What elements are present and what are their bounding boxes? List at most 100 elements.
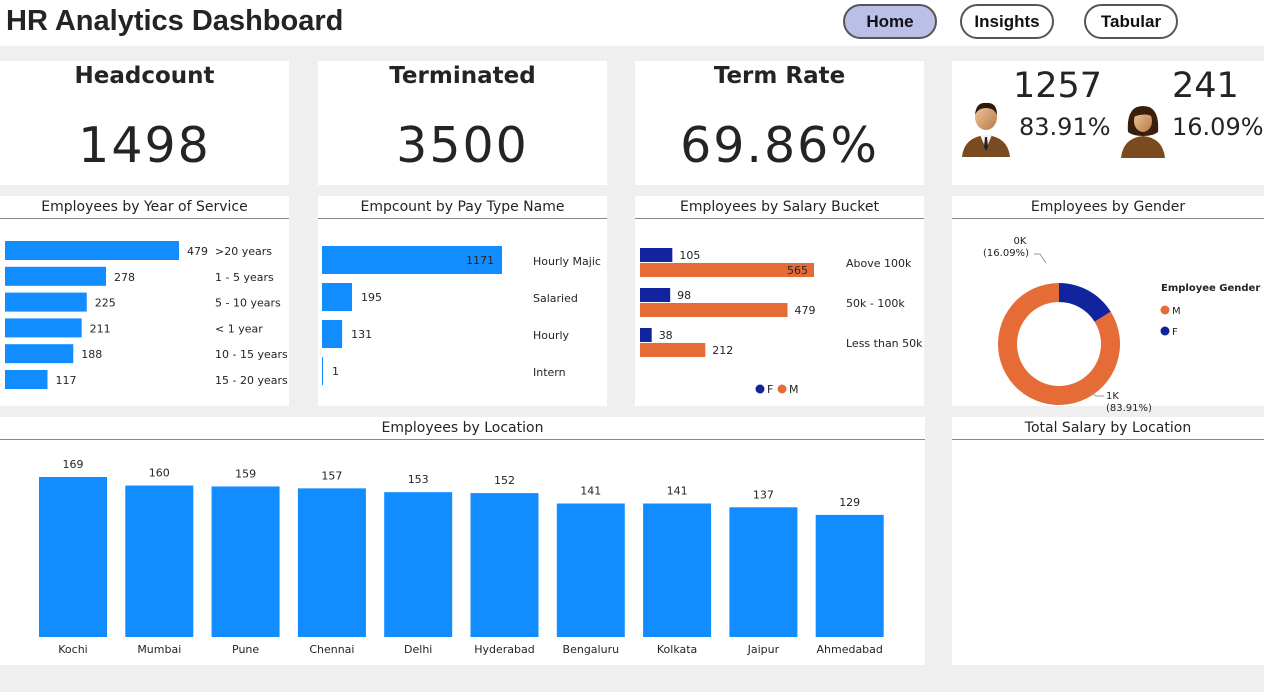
data-label: 137 <box>753 488 774 501</box>
male-percent: 83.91% <box>1019 113 1111 141</box>
category-label: Hourly Majic <box>533 255 601 268</box>
bar-5-10-years <box>5 292 87 312</box>
bar-m-less-than-50k <box>640 343 706 357</box>
bar-hourly <box>322 320 343 348</box>
salary-bucket-chart: 105 565 Above 100k 98 479 50k - 100k 38 212 Less… <box>640 248 923 396</box>
category-label: Kochi <box>58 643 87 656</box>
category-label: Intern <box>533 366 566 379</box>
bar-f-50k-100k <box>640 288 671 302</box>
bar-m-50k-100k <box>640 303 788 317</box>
slice-percent-label-m: (83.91%) <box>1106 403 1152 414</box>
category-label: Above 100k <box>846 257 912 270</box>
bar-20-years <box>5 241 179 260</box>
location-chart: 169 Kochi 160 Mumbai 159 Pune 157 Chennai 153 Del… <box>39 458 884 656</box>
data-label: 160 <box>149 467 170 480</box>
year-of-service-card: Employees by Year of Service 479 >20 year… <box>0 196 289 406</box>
bar-hourly-majic <box>322 246 502 274</box>
category-label: 15 - 20 years <box>215 374 288 387</box>
data-label: 1 <box>332 365 339 378</box>
gender-donut-card: Employees by Gender 0K (16.09%) 1K (83.91%)… <box>952 196 1264 414</box>
data-label: 479 <box>187 245 208 258</box>
bar-1-5-years <box>5 266 106 286</box>
category-label: Bengaluru <box>563 643 620 656</box>
data-label: 159 <box>235 467 256 480</box>
category-label: 5 - 10 years <box>215 297 281 310</box>
category-label: Kolkata <box>657 643 697 656</box>
category-label: Ahmedabad <box>816 643 882 656</box>
salary-bucket-card: Employees by Salary Bucket 105 565 Above 1… <box>635 196 924 406</box>
data-label: 479 <box>795 304 816 317</box>
bar-mumbai <box>125 485 194 637</box>
data-label: 38 <box>659 329 673 342</box>
terminated-label: Terminated <box>389 63 536 89</box>
pay-type-title: Empcount by Pay Type Name <box>318 196 607 219</box>
insights-button[interactable]: Insights <box>960 4 1054 39</box>
bar-15-20-years <box>5 370 48 389</box>
data-label: 278 <box>114 271 135 284</box>
pay-type-chart: 1171 Hourly Majic 195 Salaried 131 Hourly 1 Int… <box>322 246 601 385</box>
data-label: 195 <box>361 291 382 304</box>
category-label: 10 - 15 years <box>215 348 288 361</box>
slice-value-label-m: 1K <box>1106 391 1119 402</box>
legend-title: Employee Gender <box>1161 283 1260 294</box>
bar-kochi <box>39 477 107 637</box>
bar-delhi <box>384 492 453 637</box>
category-label: Hourly <box>533 329 570 342</box>
data-label: 153 <box>408 473 429 486</box>
data-label: 131 <box>351 328 372 341</box>
category-label: Jaipur <box>747 643 780 656</box>
bar-m-above-100k <box>640 263 814 277</box>
category-label: Less than 50k <box>846 337 923 350</box>
tabular-button[interactable]: Tabular <box>1084 4 1178 39</box>
female-user-icon <box>1121 106 1165 158</box>
category-label: Hyderabad <box>474 643 535 656</box>
data-label: 211 <box>90 322 111 335</box>
legend-label: M <box>789 383 799 396</box>
data-label: 225 <box>95 297 116 310</box>
legend-marker-m <box>777 384 787 394</box>
legend-label: M <box>1172 306 1181 317</box>
data-label: 212 <box>712 344 733 357</box>
data-label: 152 <box>494 474 515 487</box>
male-count: 1257 <box>1013 66 1103 106</box>
data-label: 157 <box>321 469 342 482</box>
year-of-service-chart: 479 >20 years 278 1 - 5 years 225 5 - 10 year… <box>5 241 288 389</box>
home-button[interactable]: Home <box>843 4 937 39</box>
headcount-label: Headcount <box>74 63 215 89</box>
page-title: HR Analytics Dashboard <box>6 5 344 37</box>
bar-kolkata <box>643 503 712 637</box>
data-label: 105 <box>679 249 700 262</box>
male-user-icon <box>962 102 1010 157</box>
slice-value-label-f: 0K <box>1014 236 1027 247</box>
bar-hyderabad <box>470 493 539 637</box>
bar-ahmedabad <box>815 514 884 637</box>
terminated-card: Terminated 3500 <box>318 61 607 185</box>
gender-donut-chart: 0K(16.09%) 1K(83.91%) Employee Gender MF <box>983 236 1260 414</box>
data-label: 141 <box>580 485 601 498</box>
salary-bucket-title: Employees by Salary Bucket <box>635 196 924 219</box>
category-label: Pune <box>232 643 259 656</box>
term-rate-label: Term Rate <box>713 63 846 89</box>
category-label: < 1 year <box>215 322 263 335</box>
total-salary-title: Total Salary by Location <box>952 417 1264 440</box>
leader-line-f <box>1034 253 1047 264</box>
donut-slice-f <box>1059 283 1111 322</box>
data-label: 169 <box>63 458 84 471</box>
female-count: 241 <box>1172 66 1239 106</box>
bar-pune <box>211 486 280 637</box>
terminated-value: 3500 <box>396 117 529 174</box>
donut-slice-m <box>997 283 1120 405</box>
data-label: 1171 <box>466 254 494 267</box>
legend-label: F <box>1172 327 1178 338</box>
headcount-value: 1498 <box>78 117 211 174</box>
category-label: Chennai <box>309 643 354 656</box>
headcount-card: Headcount 1498 <box>0 61 289 185</box>
term-rate-card: Term Rate 69.86% <box>635 61 924 185</box>
gender-summary-card: 1257 83.91% 241 16.09% <box>952 61 1264 185</box>
bar-10-15-years <box>5 344 74 364</box>
data-label: 141 <box>667 485 688 498</box>
data-label: 188 <box>81 348 102 361</box>
category-label: 50k - 100k <box>846 297 905 310</box>
legend-marker-m <box>1160 305 1170 315</box>
category-label: 1 - 5 years <box>215 271 274 284</box>
